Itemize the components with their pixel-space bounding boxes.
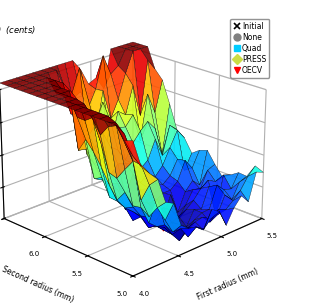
X-axis label: First radius (mm): First radius (mm)	[196, 267, 260, 302]
Legend: Initial, None, Quad, PRESS, OECV: Initial, None, Quad, PRESS, OECV	[230, 19, 269, 78]
Y-axis label: Second radius (mm): Second radius (mm)	[1, 265, 75, 303]
Text: $J$(x)  (cents): $J$(x) (cents)	[0, 24, 36, 37]
